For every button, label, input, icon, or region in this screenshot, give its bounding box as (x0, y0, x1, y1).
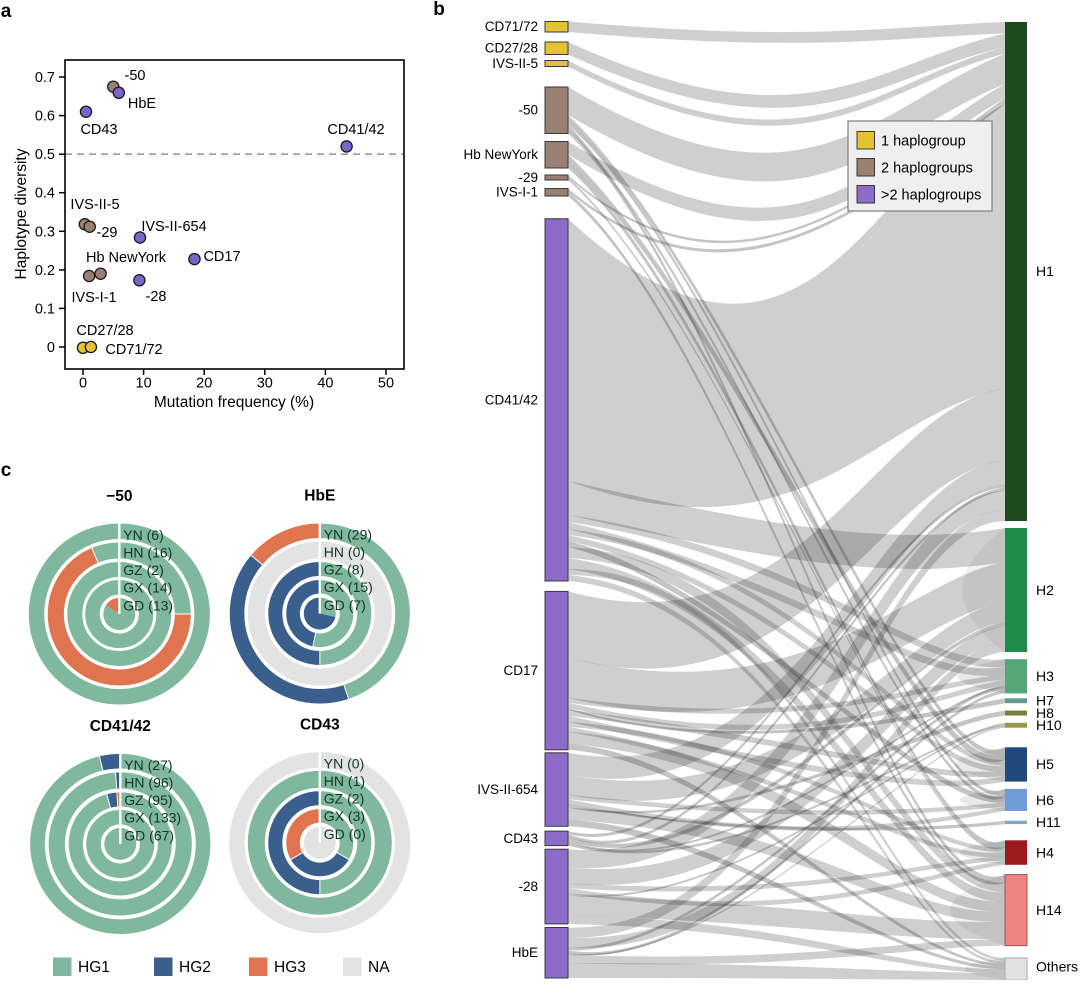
svg-text:0.6: 0.6 (35, 109, 55, 125)
svg-text:HG2: HG2 (179, 959, 211, 976)
svg-text:10: 10 (136, 376, 152, 392)
svg-text:0.4: 0.4 (35, 186, 55, 202)
svg-text:IVS-II-5: IVS-II-5 (70, 197, 119, 213)
svg-text:50: 50 (378, 376, 394, 392)
svg-text:-29: -29 (97, 225, 118, 241)
svg-text:0.7: 0.7 (35, 70, 55, 86)
svg-text:0: 0 (79, 376, 87, 392)
svg-text:0.3: 0.3 (35, 224, 55, 240)
svg-text:40: 40 (317, 376, 333, 392)
svg-text:GX (14): GX (14) (123, 580, 172, 596)
svg-text:CD41/42: CD41/42 (485, 392, 538, 407)
svg-text:2 haplogroups: 2 haplogroups (881, 161, 973, 177)
svg-text:CD43: CD43 (80, 122, 117, 138)
svg-text:HN (0): HN (0) (324, 544, 365, 560)
svg-text:NA: NA (368, 959, 390, 976)
svg-text:-28: -28 (518, 879, 538, 894)
svg-text:YN (29): YN (29) (324, 527, 372, 543)
svg-text:IVS-II-5: IVS-II-5 (492, 56, 538, 71)
svg-text:30: 30 (257, 376, 273, 392)
svg-text:H14: H14 (1036, 902, 1062, 918)
svg-text:CD41/42: CD41/42 (90, 718, 151, 735)
svg-text:Hb NewYork: Hb NewYork (86, 250, 167, 266)
svg-text:CD17: CD17 (203, 249, 240, 265)
svg-text:H5: H5 (1036, 756, 1054, 772)
svg-text:HbE: HbE (128, 96, 157, 112)
svg-text:Haplotype diversity: Haplotype diversity (13, 148, 30, 279)
svg-text:CD27/28: CD27/28 (76, 323, 133, 339)
svg-text:H10: H10 (1036, 717, 1062, 733)
svg-text:Others: Others (1036, 958, 1078, 974)
svg-text:-50: -50 (518, 103, 538, 118)
svg-text:Hb NewYork: Hb NewYork (463, 147, 538, 162)
svg-text:GZ (95): GZ (95) (124, 792, 172, 808)
svg-text:CD71/72: CD71/72 (485, 19, 538, 34)
svg-text:CD43: CD43 (503, 831, 538, 846)
svg-text:H1: H1 (1036, 263, 1054, 279)
svg-text:YN (6): YN (6) (123, 527, 163, 543)
svg-text:GZ (2): GZ (2) (123, 562, 163, 578)
svg-text:-29: -29 (518, 170, 538, 185)
svg-text:GX (133): GX (133) (124, 809, 181, 825)
svg-text:IVS-II-654: IVS-II-654 (141, 219, 206, 235)
svg-text:H8: H8 (1036, 705, 1054, 721)
svg-text:YN (0): YN (0) (324, 756, 364, 772)
svg-text:CD43: CD43 (300, 717, 340, 734)
svg-text:-50: -50 (125, 68, 146, 84)
svg-text:HG1: HG1 (78, 959, 110, 976)
svg-text:>2 haplogroups: >2 haplogroups (881, 188, 981, 204)
svg-text:H7: H7 (1036, 693, 1054, 709)
svg-text:-28: -28 (146, 289, 167, 305)
svg-text:c: c (1, 460, 12, 481)
svg-text:0.5: 0.5 (35, 147, 55, 163)
svg-text:Mutation frequency (%): Mutation frequency (%) (154, 394, 314, 411)
svg-text:CD27/28: CD27/28 (485, 41, 538, 56)
svg-text:1 haplogroup: 1 haplogroup (881, 134, 966, 150)
svg-text:GD (7): GD (7) (324, 597, 366, 613)
svg-text:H2: H2 (1036, 582, 1054, 598)
svg-text:H4: H4 (1036, 844, 1054, 860)
svg-text:20: 20 (196, 376, 212, 392)
svg-text:H6: H6 (1036, 792, 1054, 808)
svg-text:HbE: HbE (304, 488, 335, 505)
svg-text:HN (16): HN (16) (123, 545, 172, 561)
svg-text:IVS-I-1: IVS-I-1 (71, 290, 116, 306)
svg-text:b: b (433, 0, 445, 20)
svg-text:CD41/42: CD41/42 (327, 122, 384, 138)
svg-text:H3: H3 (1036, 668, 1054, 684)
svg-text:GX (15): GX (15) (324, 579, 373, 595)
svg-text:H11: H11 (1036, 814, 1061, 830)
svg-text:0: 0 (47, 340, 55, 356)
svg-text:HN (96): HN (96) (124, 774, 173, 790)
svg-text:IVS-I-1: IVS-I-1 (496, 185, 538, 200)
svg-text:−50: −50 (106, 488, 132, 505)
svg-text:0.2: 0.2 (35, 263, 55, 279)
svg-text:HN (1): HN (1) (324, 773, 365, 789)
svg-text:HG3: HG3 (274, 959, 306, 976)
svg-text:GD (0): GD (0) (324, 826, 366, 842)
svg-text:GZ (8): GZ (8) (324, 562, 364, 578)
svg-text:GD (67): GD (67) (124, 827, 174, 843)
svg-text:CD71/72: CD71/72 (105, 342, 162, 358)
svg-text:YN (27): YN (27) (124, 757, 172, 773)
svg-text:CD17: CD17 (503, 663, 538, 678)
svg-text:GD (13): GD (13) (123, 598, 173, 614)
svg-text:HbE: HbE (512, 945, 538, 960)
svg-text:GX (3): GX (3) (324, 808, 365, 824)
svg-text:GZ (2): GZ (2) (324, 791, 364, 807)
svg-text:0.1: 0.1 (35, 301, 55, 317)
svg-text:IVS-II-654: IVS-II-654 (477, 782, 538, 797)
svg-text:a: a (1, 1, 12, 22)
